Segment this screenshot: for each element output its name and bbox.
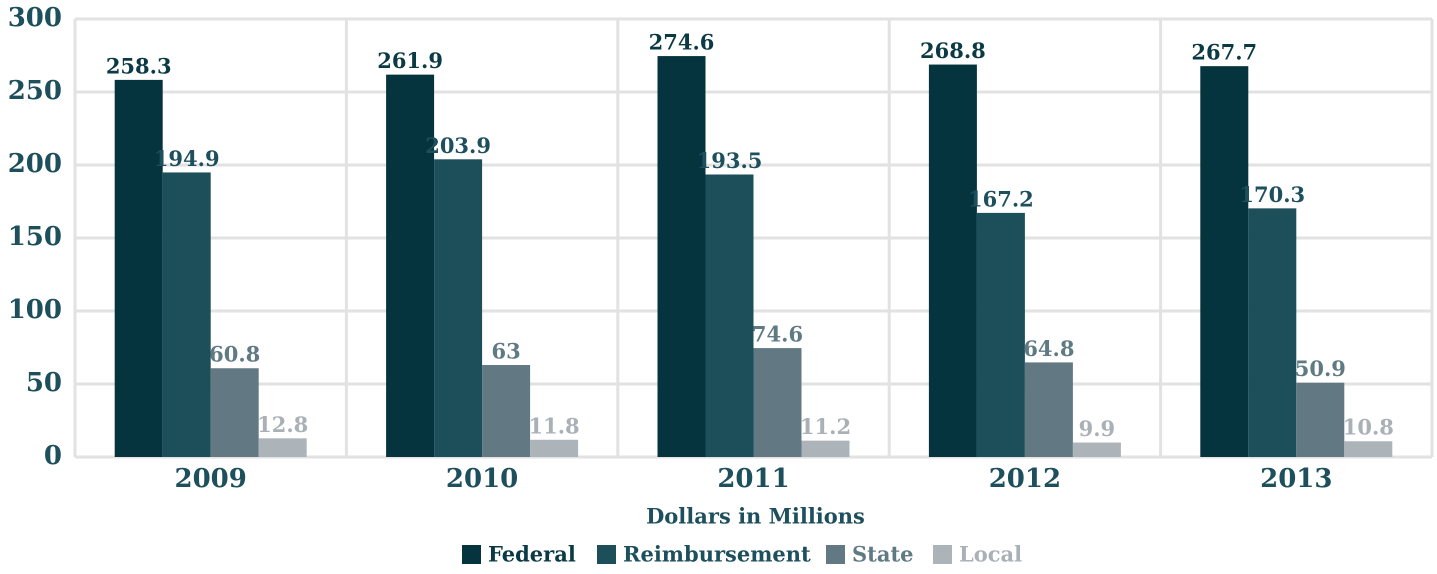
value-label: 261.9	[377, 48, 443, 73]
bar	[1024, 362, 1073, 457]
bar	[801, 440, 850, 457]
x-tick-label: 2009	[175, 464, 247, 494]
bar	[434, 159, 483, 457]
value-label: 11.8	[529, 413, 580, 438]
legend-label: Reimbursement	[623, 542, 811, 567]
bar	[530, 439, 579, 457]
legend-swatch	[826, 545, 845, 564]
value-label: 11.2	[800, 414, 851, 439]
bar	[928, 64, 977, 457]
bar	[1296, 382, 1345, 457]
y-tick-label: 50	[26, 368, 62, 398]
bar	[657, 56, 706, 458]
bar	[1200, 66, 1249, 458]
value-label: 194.9	[154, 146, 220, 171]
y-tick-label: 200	[8, 149, 62, 179]
bar	[482, 365, 531, 457]
value-label: 258.3	[106, 53, 172, 78]
value-label: 267.7	[1191, 40, 1257, 65]
x-tick-label: 2012	[989, 464, 1061, 494]
x-tick-label: 2013	[1260, 464, 1332, 494]
value-label: 50.9	[1295, 356, 1346, 381]
value-label: 167.2	[968, 186, 1034, 211]
value-label: 64.8	[1023, 336, 1074, 361]
x-tick-label: 2010	[446, 464, 518, 494]
bar	[162, 172, 211, 458]
y-tick-label: 300	[8, 3, 62, 33]
value-label: 274.6	[649, 30, 715, 55]
legend-label: Local	[959, 542, 1022, 567]
bar	[386, 74, 435, 457]
value-label: 193.5	[697, 148, 763, 173]
value-label: 74.6	[752, 322, 803, 347]
legend-label: State	[852, 542, 914, 567]
y-tick-label: 100	[8, 295, 62, 325]
value-label: 203.9	[425, 133, 491, 158]
y-tick-label: 250	[8, 76, 62, 106]
legend-swatch	[462, 545, 481, 564]
legend-swatch	[597, 545, 616, 564]
x-axis-title: Dollars in Millions	[646, 504, 865, 529]
y-tick-label: 150	[8, 222, 62, 252]
value-label: 170.3	[1239, 182, 1305, 207]
legend-label: Federal	[488, 542, 576, 567]
value-label: 63	[491, 339, 520, 364]
bar	[1248, 208, 1297, 457]
bar	[114, 79, 163, 457]
value-label: 12.8	[257, 412, 308, 437]
bar	[210, 368, 259, 457]
value-label: 268.8	[920, 38, 986, 63]
y-tick-label: 0	[44, 441, 62, 471]
bar	[1072, 442, 1121, 457]
legend-swatch	[933, 545, 952, 564]
value-label: 60.8	[209, 342, 260, 367]
x-tick-label: 2011	[717, 464, 789, 494]
value-label: 9.9	[1079, 416, 1116, 441]
bar	[976, 212, 1025, 457]
value-label: 10.8	[1343, 415, 1394, 440]
bar	[705, 174, 754, 458]
bar	[753, 348, 802, 457]
bar	[1344, 441, 1393, 457]
bar	[258, 438, 307, 457]
